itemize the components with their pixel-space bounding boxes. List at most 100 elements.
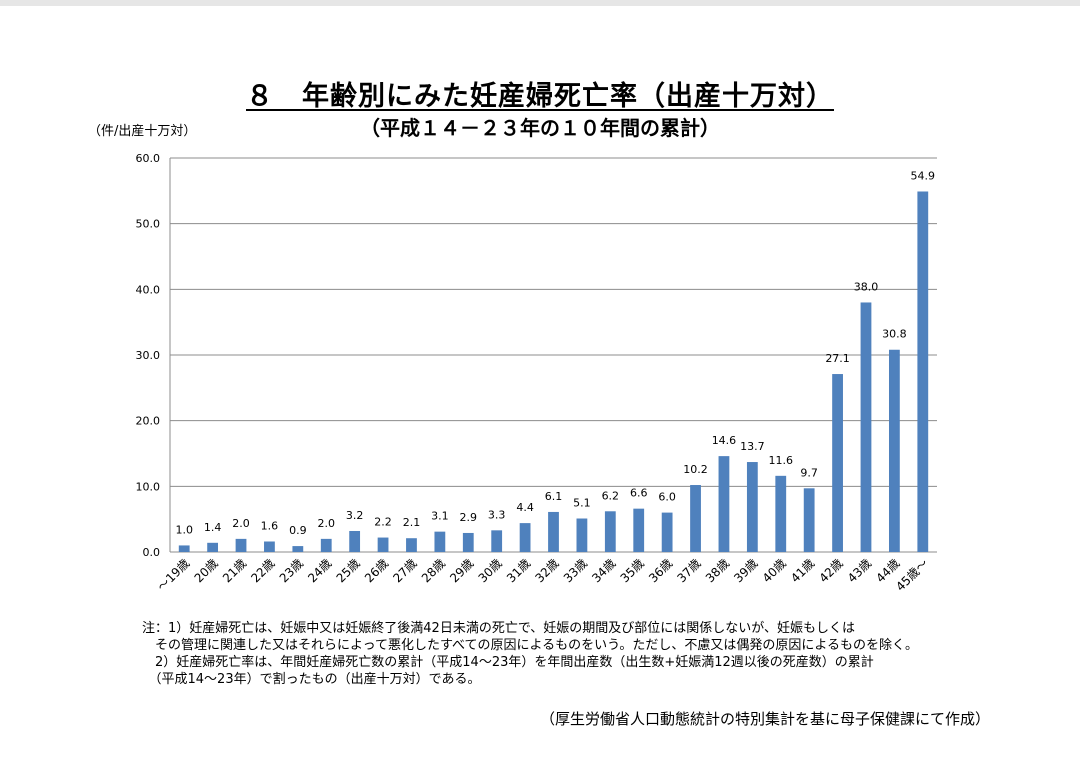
notes: 注：1）妊産婦死亡は、妊娠中又は妊娠終了後満42日未満の死亡で、妊娠の期間及び部… <box>142 620 1042 688</box>
bar <box>718 456 730 552</box>
x-tick-label: 38歳 <box>703 556 732 585</box>
value-labels: 1.0 1.4 2.0 1.6 0.9 2.0 3.2 2.2 2.1 3.1 2.9 3.3 4.4 6… <box>175 169 935 537</box>
value-label: 6.2 <box>602 489 620 502</box>
y-axis-unit-label: （件/出産十万対） <box>88 124 197 139</box>
bars <box>178 191 929 553</box>
bar-chart: 0.0 10.0 20.0 30.0 40.0 50.0 60.0 1.0 1.4 2.0 1.6… <box>136 152 937 594</box>
bar <box>264 541 275 552</box>
bar <box>746 462 758 552</box>
value-label: 54.9 <box>911 169 936 182</box>
x-tick-label: 45歳～ <box>893 556 931 594</box>
value-label: 2.1 <box>403 516 421 529</box>
y-tick-labels: 0.0 10.0 20.0 30.0 40.0 50.0 60.0 <box>136 152 161 559</box>
y-tick-label: 30.0 <box>136 349 161 362</box>
value-label: 13.7 <box>740 440 765 453</box>
bar <box>320 538 332 552</box>
bar <box>775 475 787 552</box>
value-label: 3.2 <box>346 509 364 522</box>
bar <box>661 512 673 552</box>
x-tick-label: 41歳 <box>788 556 817 585</box>
bar <box>292 546 304 552</box>
chart-title: ８ 年齢別にみた妊産婦死亡率（出産十万対） <box>246 81 834 112</box>
bar <box>462 532 474 552</box>
value-label: 0.9 <box>289 524 307 537</box>
value-label: 1.6 <box>261 519 279 532</box>
value-label: 30.8 <box>882 328 907 341</box>
bar <box>917 191 929 553</box>
y-tick-label: 40.0 <box>136 283 161 296</box>
y-tick-label: 10.0 <box>136 480 161 493</box>
x-tick-label: 31歳 <box>504 556 533 585</box>
value-label: 2.0 <box>232 517 250 530</box>
x-tick-label: 29歳 <box>447 556 476 585</box>
x-tick-label: 36歳 <box>646 556 675 585</box>
value-label: 2.2 <box>374 516 392 529</box>
top-border-strip <box>0 0 1080 6</box>
x-tick-label: 25歳 <box>334 556 363 585</box>
bar <box>888 349 900 552</box>
value-label: 6.0 <box>658 491 676 504</box>
bar <box>491 530 503 552</box>
bar <box>604 511 616 552</box>
bar <box>178 545 190 552</box>
x-tick-label: 35歳 <box>618 556 647 585</box>
x-tick-label: 24歳 <box>305 556 334 585</box>
x-tick-label: 42歳 <box>817 556 846 585</box>
value-label: 2.0 <box>317 517 335 530</box>
chart-subtitle: （平成１４－２３年の１０年間の累計） <box>360 116 720 140</box>
bar <box>377 537 389 552</box>
bar <box>207 542 219 552</box>
value-label: 1.4 <box>204 521 222 534</box>
note-line: （平成14～23年）で割ったもの（出産十万対）である。 <box>142 672 481 687</box>
value-label: 11.6 <box>769 454 794 467</box>
x-tick-label: 39歳 <box>731 556 760 585</box>
value-label: 3.1 <box>431 510 449 523</box>
x-tick-label: 21歳 <box>220 556 249 585</box>
value-label: 2.9 <box>460 511 478 524</box>
value-label: 14.6 <box>712 434 737 447</box>
bar <box>406 538 417 552</box>
value-label: 1.0 <box>175 523 193 536</box>
x-tick-labels: ～19歳 20歳 21歳 22歳 23歳 24歳 25歳 26歳 27歳 28歳 29歳 30歳 31歳… <box>155 556 931 594</box>
value-label: 3.3 <box>488 508 506 521</box>
value-label: 27.1 <box>825 352 850 365</box>
bar <box>633 508 645 552</box>
value-label: 5.1 <box>573 497 591 510</box>
bar <box>519 523 531 552</box>
x-tick-label: 20歳 <box>192 556 221 585</box>
note-line: 2）妊産婦死亡率は、年間妊産婦死亡数の累計（平成14～23年）を年間出産数（出生… <box>142 655 874 670</box>
x-tick-label: 27歳 <box>390 556 419 585</box>
bar <box>803 488 815 552</box>
x-tick-label: 32歳 <box>532 556 561 585</box>
value-label: 6.6 <box>630 487 648 500</box>
note-line: 注：1）妊産婦死亡は、妊娠中又は妊娠終了後満42日未満の死亡で、妊娠の期間及び部… <box>142 621 856 636</box>
bar <box>860 302 872 552</box>
note-line: その管理に関連した又はそれらによって悪化したすべての原因によるものをいう。ただし… <box>142 638 918 653</box>
bar <box>235 538 247 552</box>
x-tick-label: 34歳 <box>589 556 618 585</box>
bar <box>690 485 701 552</box>
y-tick-label: 50.0 <box>136 218 161 231</box>
bar <box>548 511 559 552</box>
value-label: 4.4 <box>516 501 534 514</box>
value-label: 9.7 <box>800 466 818 479</box>
value-label: 38.0 <box>854 280 879 293</box>
x-tick-label: 37歳 <box>674 556 703 585</box>
x-tick-label: 23歳 <box>277 556 306 585</box>
bar <box>576 518 588 552</box>
x-tick-label: 22歳 <box>248 556 277 585</box>
y-tick-label: 0.0 <box>143 546 161 559</box>
bar <box>349 530 361 552</box>
x-tick-label: 40歳 <box>760 556 789 585</box>
y-tick-label: 60.0 <box>136 152 161 165</box>
x-tick-label: ～19歳 <box>155 556 193 594</box>
bar <box>434 531 446 552</box>
x-tick-label: 43歳 <box>845 556 874 585</box>
y-tick-label: 20.0 <box>136 415 161 428</box>
x-tick-label: 30歳 <box>476 556 505 585</box>
x-tick-label: 33歳 <box>561 556 590 585</box>
bar <box>832 374 843 552</box>
value-label: 10.2 <box>683 463 708 476</box>
x-tick-label: 26歳 <box>362 556 391 585</box>
x-tick-label: 28歳 <box>419 556 448 585</box>
